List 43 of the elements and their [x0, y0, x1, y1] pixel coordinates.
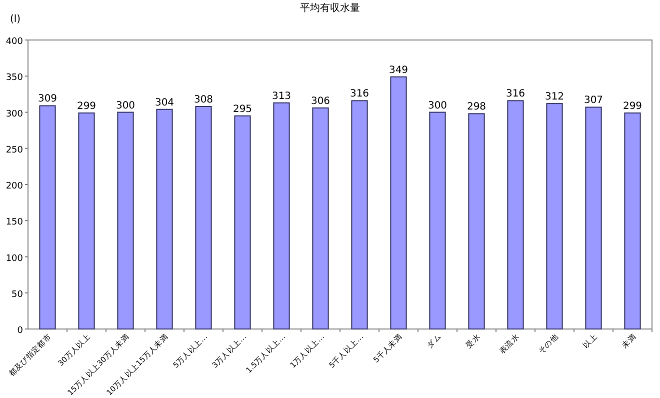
bar: [507, 100, 524, 330]
data-label: 295: [232, 104, 252, 115]
y-tick-label: 0: [17, 326, 24, 336]
y-tick-label: 50: [12, 290, 24, 300]
bar: [390, 76, 407, 330]
bar: [351, 100, 368, 330]
y-tick-label: 100: [6, 254, 24, 264]
bar: [429, 112, 446, 330]
data-label: 306: [310, 96, 330, 107]
data-label: 298: [466, 102, 486, 113]
data-label: 313: [272, 90, 292, 102]
chart-title: 平均有収水量: [300, 2, 360, 14]
y-tick-label: 200: [6, 182, 24, 192]
data-label: 307: [584, 95, 604, 106]
bar: [39, 105, 56, 330]
y-tick-label: 350: [6, 73, 24, 84]
bar: [624, 112, 641, 330]
data-label: 299: [76, 100, 96, 112]
bar: [585, 106, 602, 330]
y-tick-label: 400: [6, 37, 24, 47]
data-label: 300: [116, 100, 136, 112]
data-label: 308: [194, 94, 214, 106]
y-tick-label: 250: [6, 145, 24, 156]
bar: [117, 112, 134, 330]
data-label: 316: [506, 88, 526, 100]
bar: [273, 102, 290, 330]
bar: [468, 113, 485, 330]
bar: [156, 108, 173, 330]
data-label: 349: [388, 64, 408, 76]
bar: [546, 103, 563, 330]
bar: [312, 107, 329, 330]
data-label: 309: [38, 94, 58, 105]
data-label: 312: [544, 92, 564, 103]
data-label: 316: [350, 88, 370, 100]
bar: [234, 115, 251, 330]
data-label: 304: [154, 97, 174, 108]
bar: [195, 106, 212, 330]
data-label: 300: [428, 100, 448, 112]
y-axis-title: (l): [10, 14, 21, 25]
data-label: 299: [622, 100, 642, 112]
y-tick-label: 150: [6, 218, 24, 228]
bar: [78, 112, 95, 330]
y-tick-label: 300: [6, 109, 24, 120]
